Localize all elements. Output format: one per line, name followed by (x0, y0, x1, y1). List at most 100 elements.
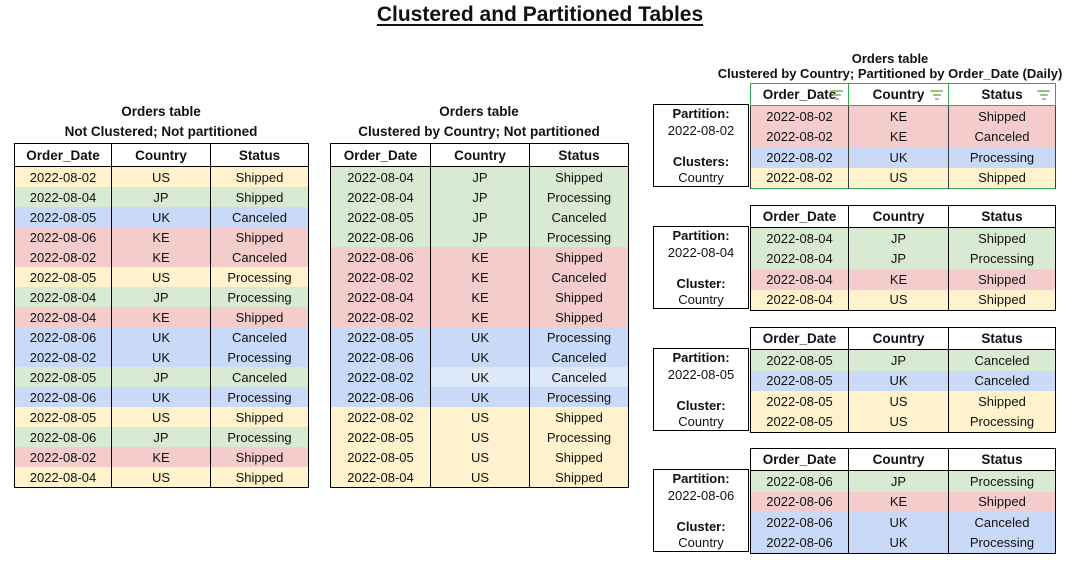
partition-table-2022-08-05: Order_Date Country Status 2022-08-05 JP Ca… (750, 327, 1056, 433)
left-table-subtitle: Not Clustered; Not partitioned (64, 124, 258, 139)
table-cell: Canceled (210, 247, 309, 267)
table-cell: 2022-08-06 (750, 512, 849, 533)
table-cell: JP (430, 227, 530, 247)
table-cell: 2022-08-04 (14, 307, 112, 327)
table-cell: Shipped (948, 491, 1056, 512)
table-row: 2022-08-02 KE Canceled (14, 247, 309, 267)
table-cell: 2022-08-04 (330, 467, 431, 488)
table-cell: Processing (210, 347, 309, 367)
column-header-order-date: Order_Date (750, 205, 849, 228)
table-cell: JP (848, 227, 949, 249)
table-cell: 2022-08-05 (330, 327, 431, 347)
cluster-value: Country (678, 292, 724, 307)
table-cell: KE (848, 105, 949, 127)
table-cell: UK (430, 367, 530, 387)
table-cell: Canceled (210, 207, 309, 227)
table-cell: US (848, 411, 949, 433)
table-cell: Shipped (210, 307, 309, 327)
column-header-status: Status (948, 448, 1056, 471)
table-cell: US (111, 407, 211, 427)
table-row: 2022-08-02 UK Canceled (330, 367, 629, 387)
table-cell: 2022-08-04 (330, 166, 431, 187)
table-row: 2022-08-06 UK Processing (14, 387, 309, 407)
column-header-order-date: Order_Date (750, 83, 849, 106)
table-cell: 2022-08-06 (14, 427, 112, 447)
table-cell: Canceled (210, 327, 309, 347)
table-row: 2022-08-05 US Shipped (750, 391, 1056, 412)
table-cell: 2022-08-06 (330, 347, 431, 367)
table-cell: 2022-08-04 (750, 289, 849, 311)
table-cell: Canceled (948, 512, 1056, 533)
table-cell: 2022-08-06 (14, 387, 112, 407)
column-header-status: Status (948, 327, 1056, 350)
filter-icon (830, 89, 843, 100)
table-cell: Shipped (529, 307, 629, 327)
table-cell: Canceled (529, 347, 629, 367)
table-row: 2022-08-02 UK Processing (750, 147, 1056, 168)
table-cell: Shipped (529, 467, 629, 488)
column-header-country: Country (430, 143, 530, 167)
column-header-order-date: Order_Date (330, 143, 431, 167)
column-header-country: Country (848, 83, 949, 106)
table-cell: US (848, 289, 949, 311)
table-cell: 2022-08-04 (14, 287, 112, 307)
table-cell: Processing (529, 227, 629, 247)
table-cell: Processing (529, 187, 629, 207)
table-cell: Processing (948, 470, 1056, 492)
table-cell: UK (848, 532, 949, 554)
partition-table-2022-08-06: Order_Date Country Status 2022-08-06 JP Pr… (750, 448, 1056, 554)
table-cell: Canceled (948, 349, 1056, 371)
right-table-subtitle: Clustered by Country; Partitioned by Ord… (717, 66, 1063, 81)
left-table-title: Orders table (121, 104, 201, 119)
table-cell: 2022-08-05 (14, 267, 112, 287)
column-header-order-date: Order_Date (14, 143, 112, 167)
table-header: Order_Date Country Status (750, 83, 1056, 106)
table-cell: 2022-08-06 (14, 227, 112, 247)
table-cell: 2022-08-04 (750, 248, 849, 269)
table-row: 2022-08-06 UK Processing (750, 532, 1056, 554)
orders-table-clustered: Order_Date Country Status 2022-08-04 JP Sh… (330, 143, 629, 488)
column-header-status: Status (948, 205, 1056, 228)
table-cell: UK (430, 387, 530, 407)
table-cell: Shipped (529, 447, 629, 467)
table-cell: Shipped (529, 247, 629, 267)
table-cell: 2022-08-04 (750, 269, 849, 290)
table-row: 2022-08-04 US Shipped (750, 289, 1056, 311)
table-cell: UK (111, 387, 211, 407)
table-cell: JP (848, 349, 949, 371)
table-cell: JP (430, 166, 530, 187)
table-cell: Processing (210, 267, 309, 287)
table-row: 2022-08-02 KE Shipped (14, 447, 309, 467)
table-cell: Processing (529, 387, 629, 407)
table-cell: Processing (529, 427, 629, 447)
table-cell: 2022-08-04 (750, 227, 849, 249)
table-cell: Shipped (210, 166, 309, 187)
filter-icon (1037, 89, 1050, 100)
table-cell: KE (848, 491, 949, 512)
table-cell: Shipped (529, 287, 629, 307)
table-row: 2022-08-06 UK Canceled (750, 512, 1056, 533)
table-row: 2022-08-06 KE Shipped (330, 247, 629, 267)
table-cell: 2022-08-02 (330, 367, 431, 387)
table-cell: Processing (948, 248, 1056, 269)
table-row: 2022-08-02 US Shipped (750, 167, 1056, 189)
table-cell: JP (848, 248, 949, 269)
table-cell: Processing (529, 327, 629, 347)
table-cell: KE (430, 287, 530, 307)
table-row: 2022-08-02 KE Shipped (330, 307, 629, 327)
table-cell: 2022-08-05 (750, 370, 849, 391)
table-row: 2022-08-05 US Shipped (330, 447, 629, 467)
column-header-country: Country (848, 327, 949, 350)
table-cell: 2022-08-06 (330, 387, 431, 407)
table-cell: UK (111, 347, 211, 367)
table-row: 2022-08-06 JP Processing (14, 427, 309, 447)
table-row: 2022-08-02 UK Processing (14, 347, 309, 367)
table-cell: UK (111, 207, 211, 227)
table-row: 2022-08-06 UK Canceled (14, 327, 309, 347)
table-cell: Shipped (948, 391, 1056, 412)
table-row: 2022-08-04 JP Shipped (750, 227, 1056, 249)
right-table-title: Orders table (851, 51, 929, 66)
table-cell: US (111, 267, 211, 287)
table-cell: Shipped (948, 227, 1056, 249)
table-cell: Canceled (948, 126, 1056, 147)
